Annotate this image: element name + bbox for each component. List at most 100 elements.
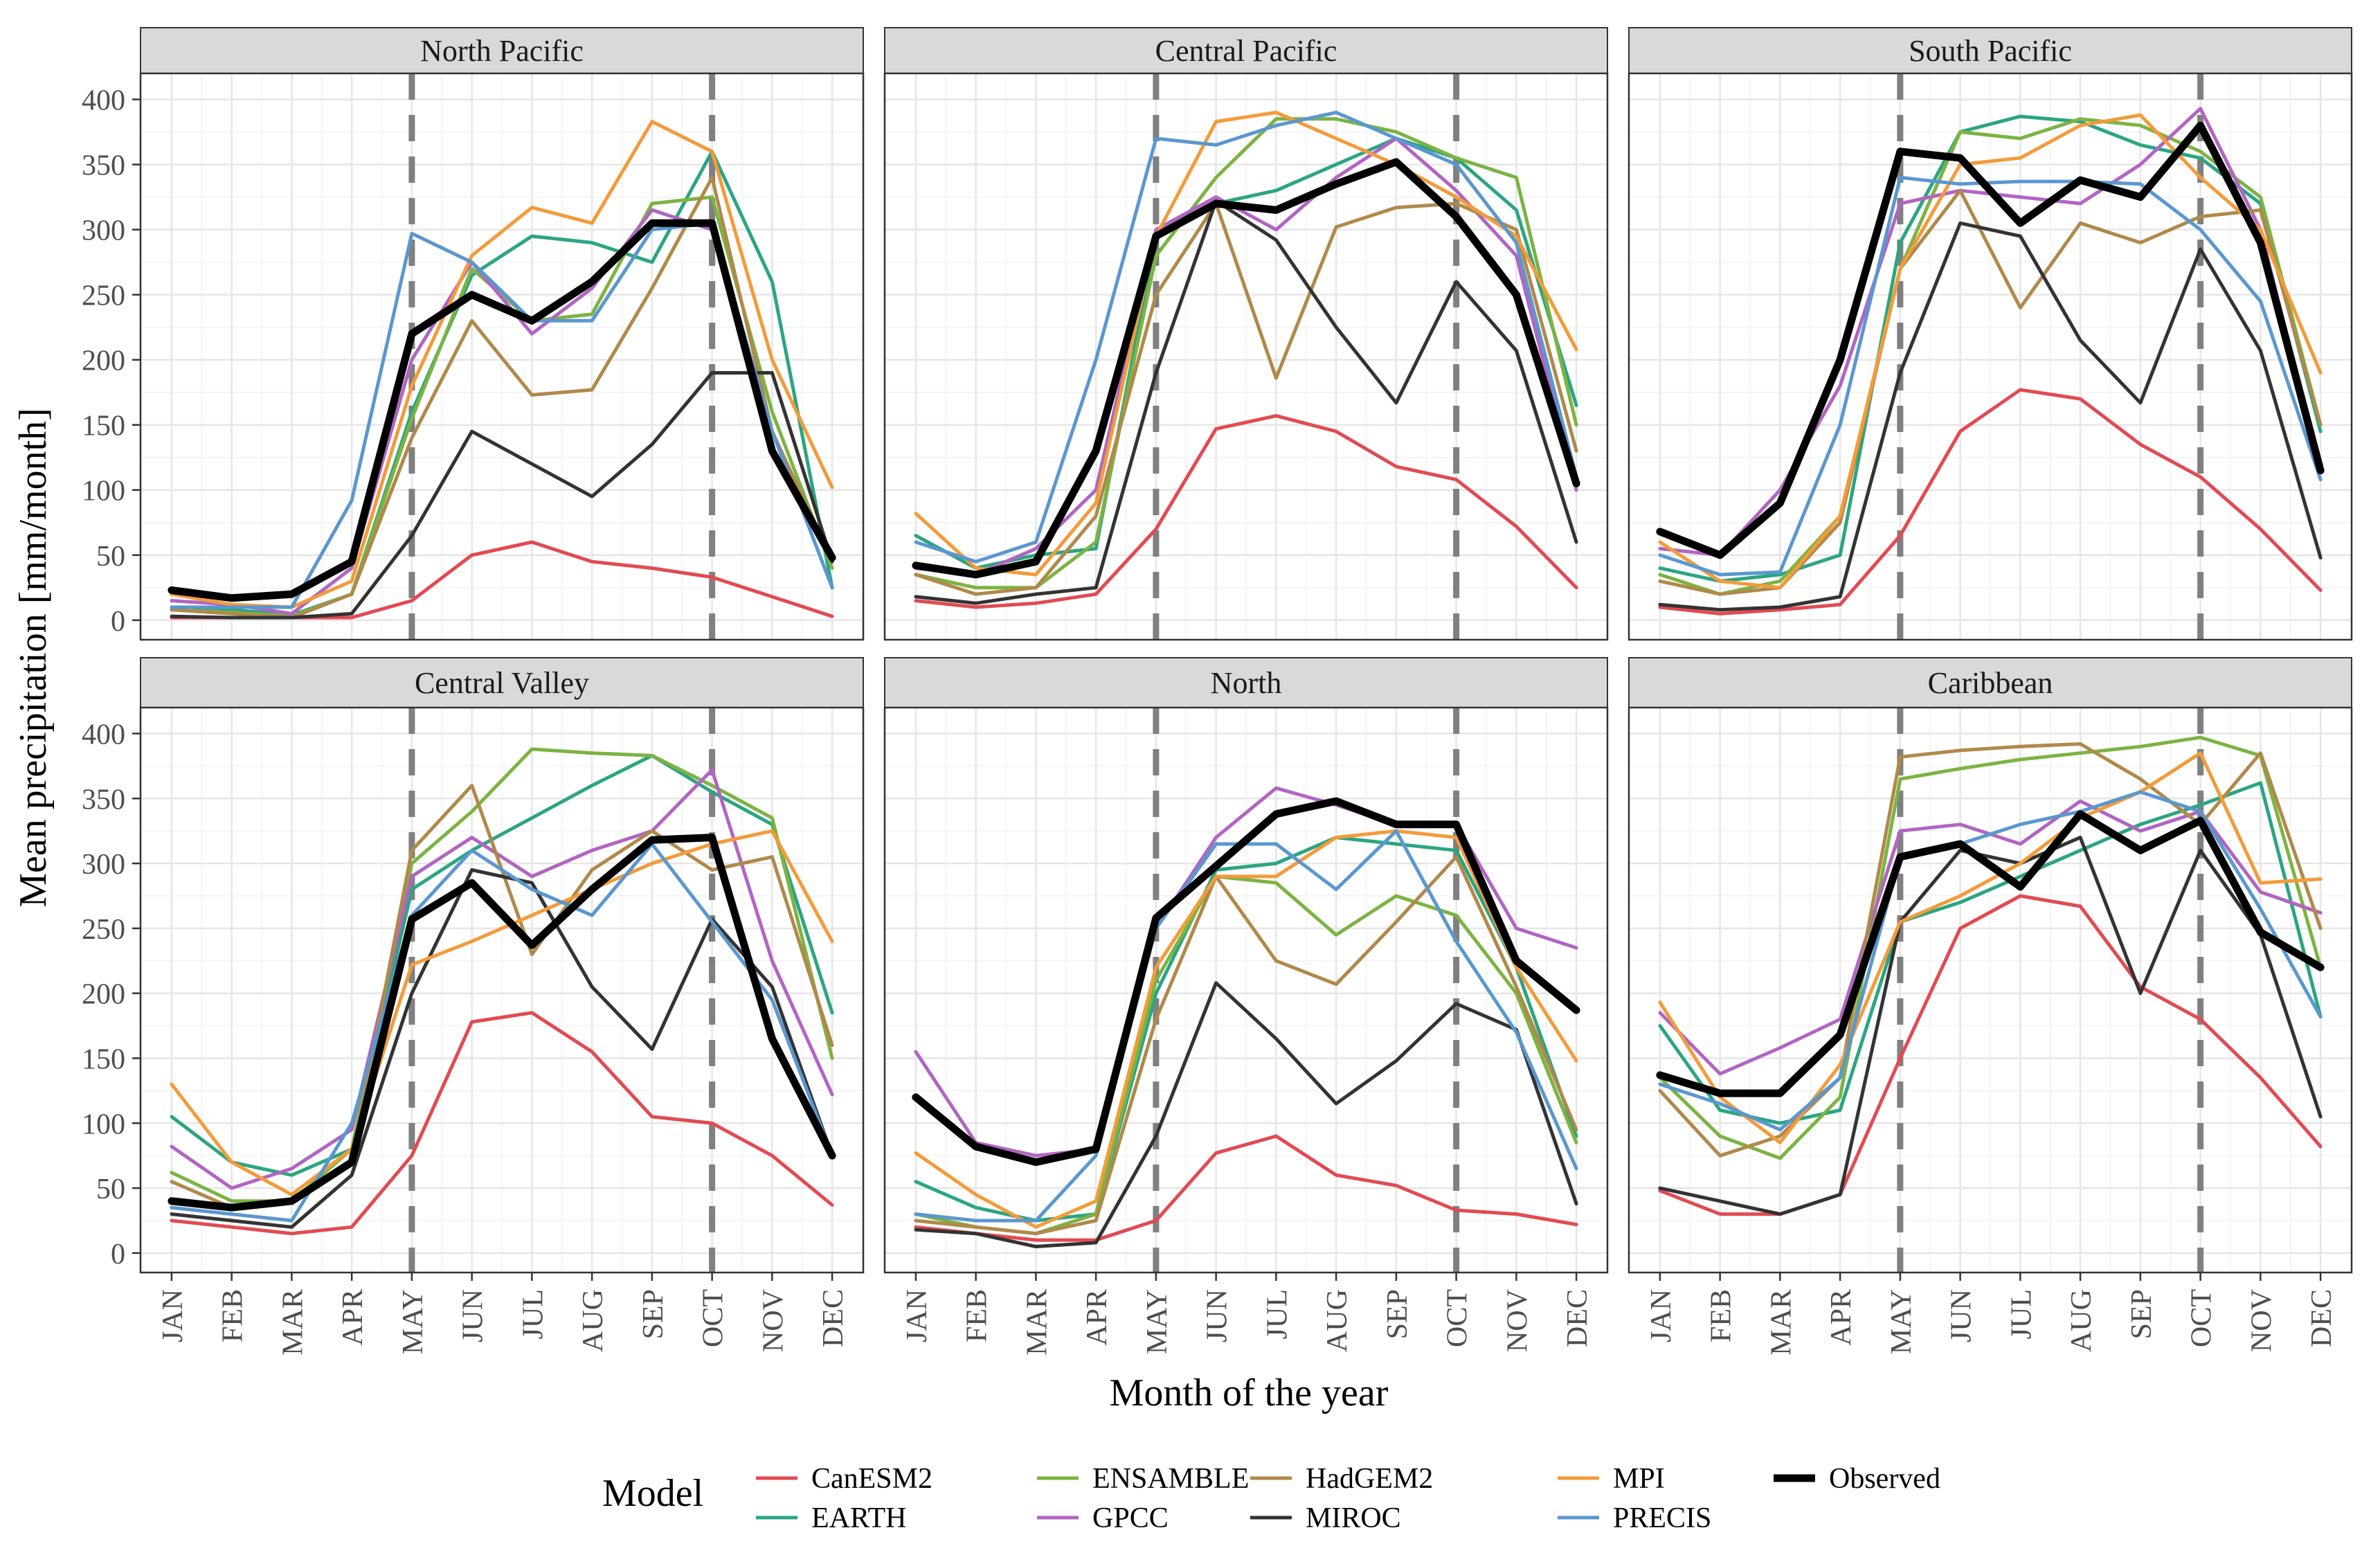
- series-line-miroc: [914, 981, 1578, 1248]
- panel-title: North Pacific: [420, 34, 584, 68]
- y-tick-label: 200: [82, 345, 125, 377]
- y-tick-label: 0: [111, 1239, 125, 1270]
- x-tick-label: FEB: [962, 1289, 993, 1342]
- legend-label: GPCC: [1092, 1502, 1169, 1534]
- x-tick-label: JUL: [1261, 1289, 1293, 1339]
- panel-title: Central Valley: [415, 666, 589, 700]
- legend-label: Observed: [1829, 1463, 1940, 1495]
- legend-item-observed: Observed: [1774, 1463, 1940, 1495]
- series-line-observed: [912, 797, 1580, 1167]
- y-tick-label: 50: [96, 1174, 125, 1205]
- series-line-precis: [1658, 175, 2323, 577]
- x-tick-label: APR: [337, 1289, 369, 1346]
- y-tick-label: 100: [82, 1108, 125, 1140]
- series-line-observed: [168, 834, 836, 1212]
- y-tick-label: 400: [82, 85, 125, 117]
- x-tick-label: AUG: [577, 1289, 609, 1352]
- series-line-hadgem2: [1658, 742, 2323, 1158]
- x-tick-label: MAR: [1765, 1289, 1797, 1356]
- legend-items: CanESM2 EARTH ENSAMBLE GPCC HadGEM2 MIROC MPI P…: [756, 1463, 1940, 1534]
- panel-strip: [884, 27, 1608, 74]
- y-tick-label: 250: [82, 914, 125, 946]
- series-line-precis: [170, 842, 834, 1223]
- y-tick-label: 300: [82, 215, 125, 247]
- series-line-miroc: [170, 868, 834, 1229]
- panel-title: Central Pacific: [1155, 34, 1337, 68]
- panel-strip: [1628, 657, 2352, 708]
- panel-border: [883, 72, 1609, 641]
- series-line-gpcc: [914, 136, 1578, 577]
- panel-strip: [1628, 27, 2352, 74]
- panel-north: North JAN FEB MAR APR MAY JUN JUL AUG SEP OCT NOV DE…: [883, 657, 1609, 1356]
- x-tick-label: DEC: [2306, 1289, 2338, 1347]
- legend-label: EARTH: [811, 1502, 906, 1534]
- series-line-miroc: [1658, 836, 2323, 1216]
- x-tick-label: MAR: [1021, 1289, 1053, 1356]
- series-line-earth: [914, 136, 1578, 570]
- legend-label: HadGEM2: [1306, 1463, 1433, 1495]
- series-line-canesm2: [1658, 388, 2323, 615]
- x-tick-label: JAN: [157, 1289, 189, 1342]
- series-line-miroc: [1658, 221, 2323, 612]
- series-line-earth: [914, 836, 1578, 1223]
- x-tick-label: DEC: [1562, 1289, 1594, 1347]
- x-tick-label: APR: [1081, 1289, 1113, 1346]
- x-tick-label: MAR: [277, 1289, 309, 1356]
- y-tick-label: 250: [82, 280, 125, 312]
- panel-title: North: [1211, 666, 1282, 700]
- panel-border: [883, 706, 1609, 1274]
- series-line-hadgem2: [914, 201, 1578, 596]
- panel-strip: [140, 657, 864, 708]
- x-tick-label: NOV: [1502, 1289, 1533, 1352]
- panel-border: [139, 72, 865, 641]
- x-tick-label: MAY: [397, 1289, 429, 1354]
- series-line-earth: [1658, 781, 2323, 1125]
- y-tick-label: 200: [82, 979, 125, 1011]
- x-tick-label: JUN: [458, 1289, 489, 1342]
- x-tick-label: JUN: [1946, 1289, 1978, 1342]
- x-tick-label: JAN: [1646, 1289, 1677, 1342]
- panel-central-valley: Central Valley 0 50 100 150 200 250 300 350 400 JA…: [82, 657, 865, 1356]
- x-tick-label: MAY: [1142, 1289, 1173, 1354]
- x-tick-label: JAN: [901, 1289, 933, 1342]
- legend-label: MPI: [1613, 1463, 1665, 1495]
- x-tick-label: OCT: [698, 1289, 730, 1347]
- panel-title: Caribbean: [1928, 666, 2053, 700]
- x-tick-label: MAY: [1886, 1289, 1918, 1354]
- x-tick-label: FEB: [217, 1289, 249, 1342]
- series-line-observed: [168, 219, 836, 602]
- panel-south-pacific: South Pacific: [1628, 27, 2353, 641]
- legend-item-hadgem2: HadGEM2: [1250, 1463, 1433, 1495]
- x-tick-label: SEP: [1382, 1289, 1414, 1339]
- x-tick-label: OCT: [1442, 1289, 1474, 1347]
- panel-border: [1628, 706, 2353, 1274]
- x-tick-label: JUL: [517, 1289, 549, 1339]
- panel-strip: [140, 27, 864, 74]
- series-line-observed: [912, 158, 1580, 579]
- x-tick-label: JUN: [1202, 1289, 1234, 1342]
- series-line-hadgem2: [1658, 188, 2323, 596]
- panel-north-pacific: North Pacific 0 50 100 150 200 250 300 350 400: [82, 27, 865, 641]
- series-line-mpi: [1658, 751, 2323, 1144]
- legend-label: CanESM2: [811, 1463, 932, 1495]
- series-line-miroc: [170, 371, 834, 620]
- x-tick-label: APR: [1825, 1289, 1857, 1346]
- x-tick-label: SEP: [638, 1289, 669, 1339]
- x-tick-label: FEB: [1706, 1289, 1738, 1342]
- y-tick-label: 100: [82, 476, 125, 507]
- y-tick-label: 400: [82, 719, 125, 751]
- x-tick-label: AUG: [2066, 1289, 2098, 1352]
- legend: Model CanESM2 EARTH ENSAMBLE GPCC HadGEM2 MIR…: [602, 1463, 1940, 1534]
- series-line-observed: [1656, 810, 2325, 1097]
- series-line-ensamble: [1658, 735, 2323, 1160]
- x-tick-label: NOV: [757, 1289, 789, 1352]
- series-line-canesm2: [914, 1134, 1578, 1242]
- series-line-canesm2: [1658, 894, 2323, 1216]
- x-tick-label: JUL: [2005, 1289, 2037, 1339]
- panel-caribbean: Caribbean JAN FEB MAR APR MAY JUN JUL AUG SEP OCT N…: [1628, 657, 2353, 1356]
- panel-border: [1628, 72, 2353, 641]
- legend-item-canesm2: CanESM2: [756, 1463, 932, 1495]
- panel-central-pacific: Central Pacific: [883, 27, 1609, 641]
- y-axis-title: Mean precipitation [mm/month]: [12, 408, 55, 908]
